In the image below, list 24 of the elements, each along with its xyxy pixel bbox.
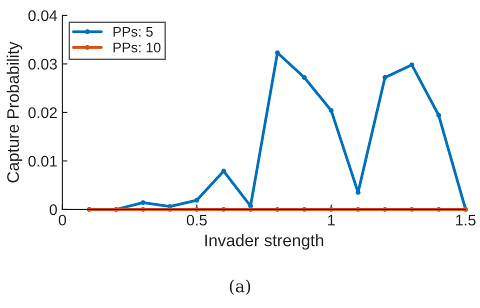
point bbox=[328, 108, 334, 113]
point bbox=[409, 62, 414, 68]
point bbox=[436, 112, 442, 118]
point bbox=[382, 75, 388, 80]
point bbox=[356, 190, 361, 195]
y-tick-label: 0.03 bbox=[28, 58, 57, 70]
y-tick-label: 0.02 bbox=[28, 107, 57, 118]
x-tick-label: 1.5 bbox=[456, 214, 476, 226]
y-tick-label: 0 bbox=[50, 204, 57, 216]
text: (a) bbox=[230, 280, 250, 295]
y-tick-label: 0.04 bbox=[28, 10, 58, 22]
legend-label: PPs: 5 bbox=[114, 27, 153, 37]
x-tick-label: 1 bbox=[328, 214, 335, 226]
legend-label: PPs: 10 bbox=[114, 42, 160, 52]
point bbox=[140, 200, 146, 206]
point bbox=[194, 198, 200, 203]
point bbox=[221, 168, 226, 174]
point bbox=[302, 75, 307, 80]
y-axis-title: Capture Probability bbox=[6, 42, 22, 182]
x-tick-label: 0.5 bbox=[186, 214, 207, 226]
y-tick-label: 0.01 bbox=[28, 156, 57, 167]
point bbox=[275, 50, 280, 56]
x-axis-title: Invader strength bbox=[205, 234, 324, 250]
x-tick-label: 0 bbox=[58, 214, 66, 226]
